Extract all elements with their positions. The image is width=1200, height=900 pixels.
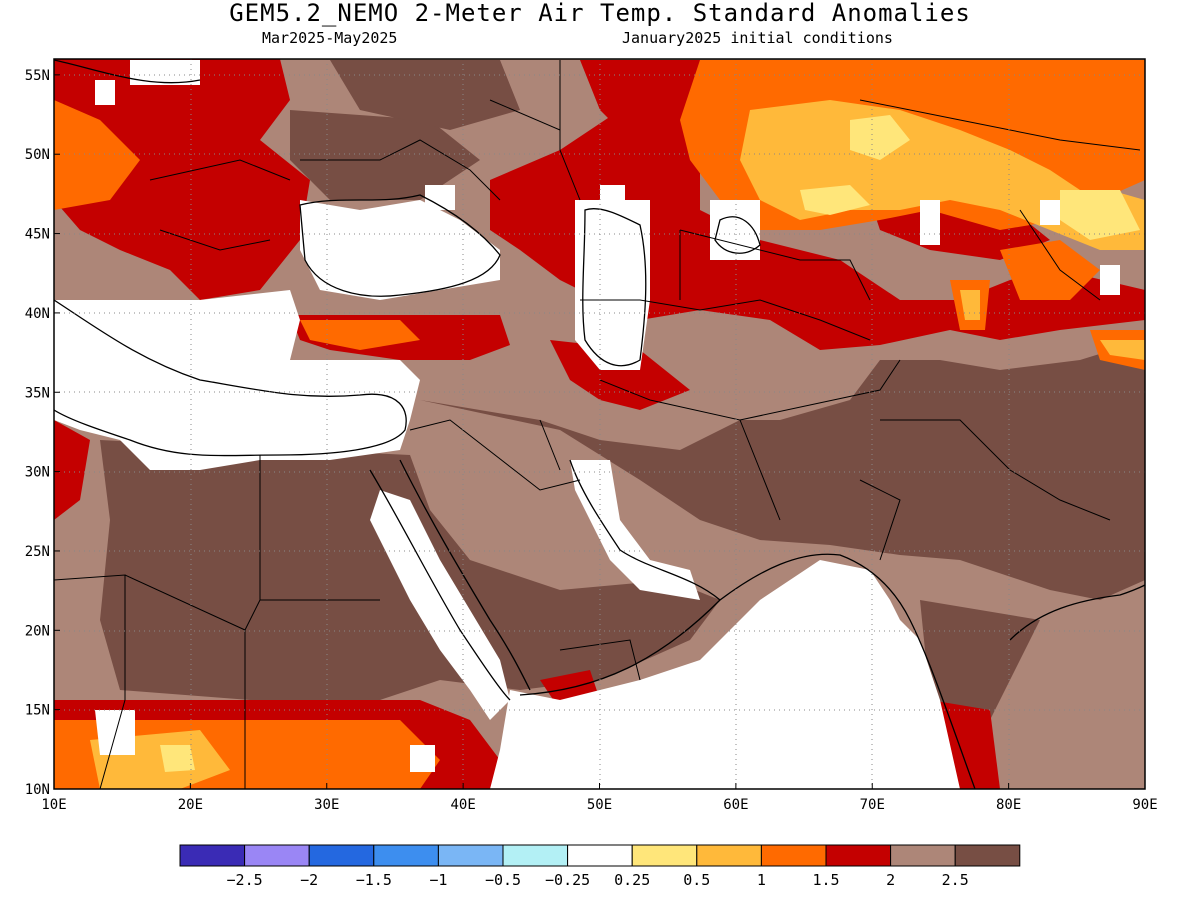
legend-color-box	[890, 844, 956, 867]
legend-label: −1	[429, 871, 447, 889]
legend-color-box	[631, 844, 698, 867]
legend-label: −0.25	[545, 871, 590, 889]
legend-label: 0.5	[683, 871, 710, 889]
lat-tick-label: 50N	[25, 147, 50, 163]
anomaly-region-0.25-0.5	[160, 115, 1140, 772]
lon-tick-label: 60E	[723, 797, 748, 813]
legend-label: 2	[886, 871, 895, 889]
legend-color-box	[373, 844, 439, 867]
lat-tick-label: 45N	[25, 227, 50, 243]
legend-color-box	[567, 844, 633, 867]
latitude-axis: 10N 15N 20N 25N 30N 35N 40N 45N 50N 55N	[25, 68, 60, 798]
legend-color-box	[308, 844, 375, 867]
lat-tick-label: 35N	[25, 385, 50, 401]
legend-label: 1	[757, 871, 766, 889]
legend-color-box	[825, 844, 892, 867]
legend-color-box	[760, 844, 827, 867]
lat-tick-label: 40N	[25, 306, 50, 322]
grid-lines	[54, 59, 1145, 789]
lon-tick-label: 10E	[41, 797, 66, 813]
legend-label: −2.5	[227, 871, 263, 889]
lat-tick-label: 30N	[25, 465, 50, 481]
legend-color-box	[696, 844, 762, 867]
lon-tick-label: 90E	[1132, 797, 1157, 813]
legend-label: −0.5	[485, 871, 521, 889]
legend-color-box	[954, 844, 1021, 867]
anomaly-region-neutral	[54, 60, 1120, 789]
lat-tick-label: 25N	[25, 544, 50, 560]
legend-label: 2.5	[942, 871, 969, 889]
longitude-axis: 10E 20E 30E 40E 50E 60E 70E 80E 90E	[41, 783, 1158, 813]
lon-tick-label: 50E	[587, 797, 612, 813]
legend-color-box	[244, 844, 310, 867]
lat-tick-label: 10N	[25, 782, 50, 798]
lon-tick-label: 20E	[178, 797, 203, 813]
lat-tick-label: 55N	[25, 68, 50, 84]
legend-labels: −2.5 −2 −1.5 −1 −0.5 −0.25 0.25 0.5 1 1.5 2 2.5	[227, 871, 969, 889]
lat-tick-label: 20N	[25, 623, 50, 639]
color-legend	[179, 844, 1021, 867]
legend-label: 1.5	[812, 871, 839, 889]
chart-title: GEM5.2_NEMO 2-Meter Air Temp. Standard A…	[229, 0, 971, 27]
forecast-period: Mar2025-May2025	[262, 29, 398, 47]
legend-label: −2	[300, 871, 318, 889]
legend-color-box	[502, 844, 569, 867]
coastlines	[54, 59, 1145, 789]
legend-color-box	[437, 844, 504, 867]
country-borders	[54, 60, 1141, 789]
lon-tick-label: 80E	[996, 797, 1021, 813]
lon-tick-label: 30E	[314, 797, 339, 813]
legend-label: −1.5	[356, 871, 392, 889]
legend-label: 0.25	[614, 871, 650, 889]
legend-color-box	[179, 844, 246, 867]
lon-tick-label: 70E	[860, 797, 885, 813]
initial-conditions: January2025 initial conditions	[622, 29, 893, 47]
map-plot-area	[54, 59, 1145, 789]
lat-tick-label: 15N	[25, 703, 50, 719]
lon-tick-label: 40E	[450, 797, 475, 813]
